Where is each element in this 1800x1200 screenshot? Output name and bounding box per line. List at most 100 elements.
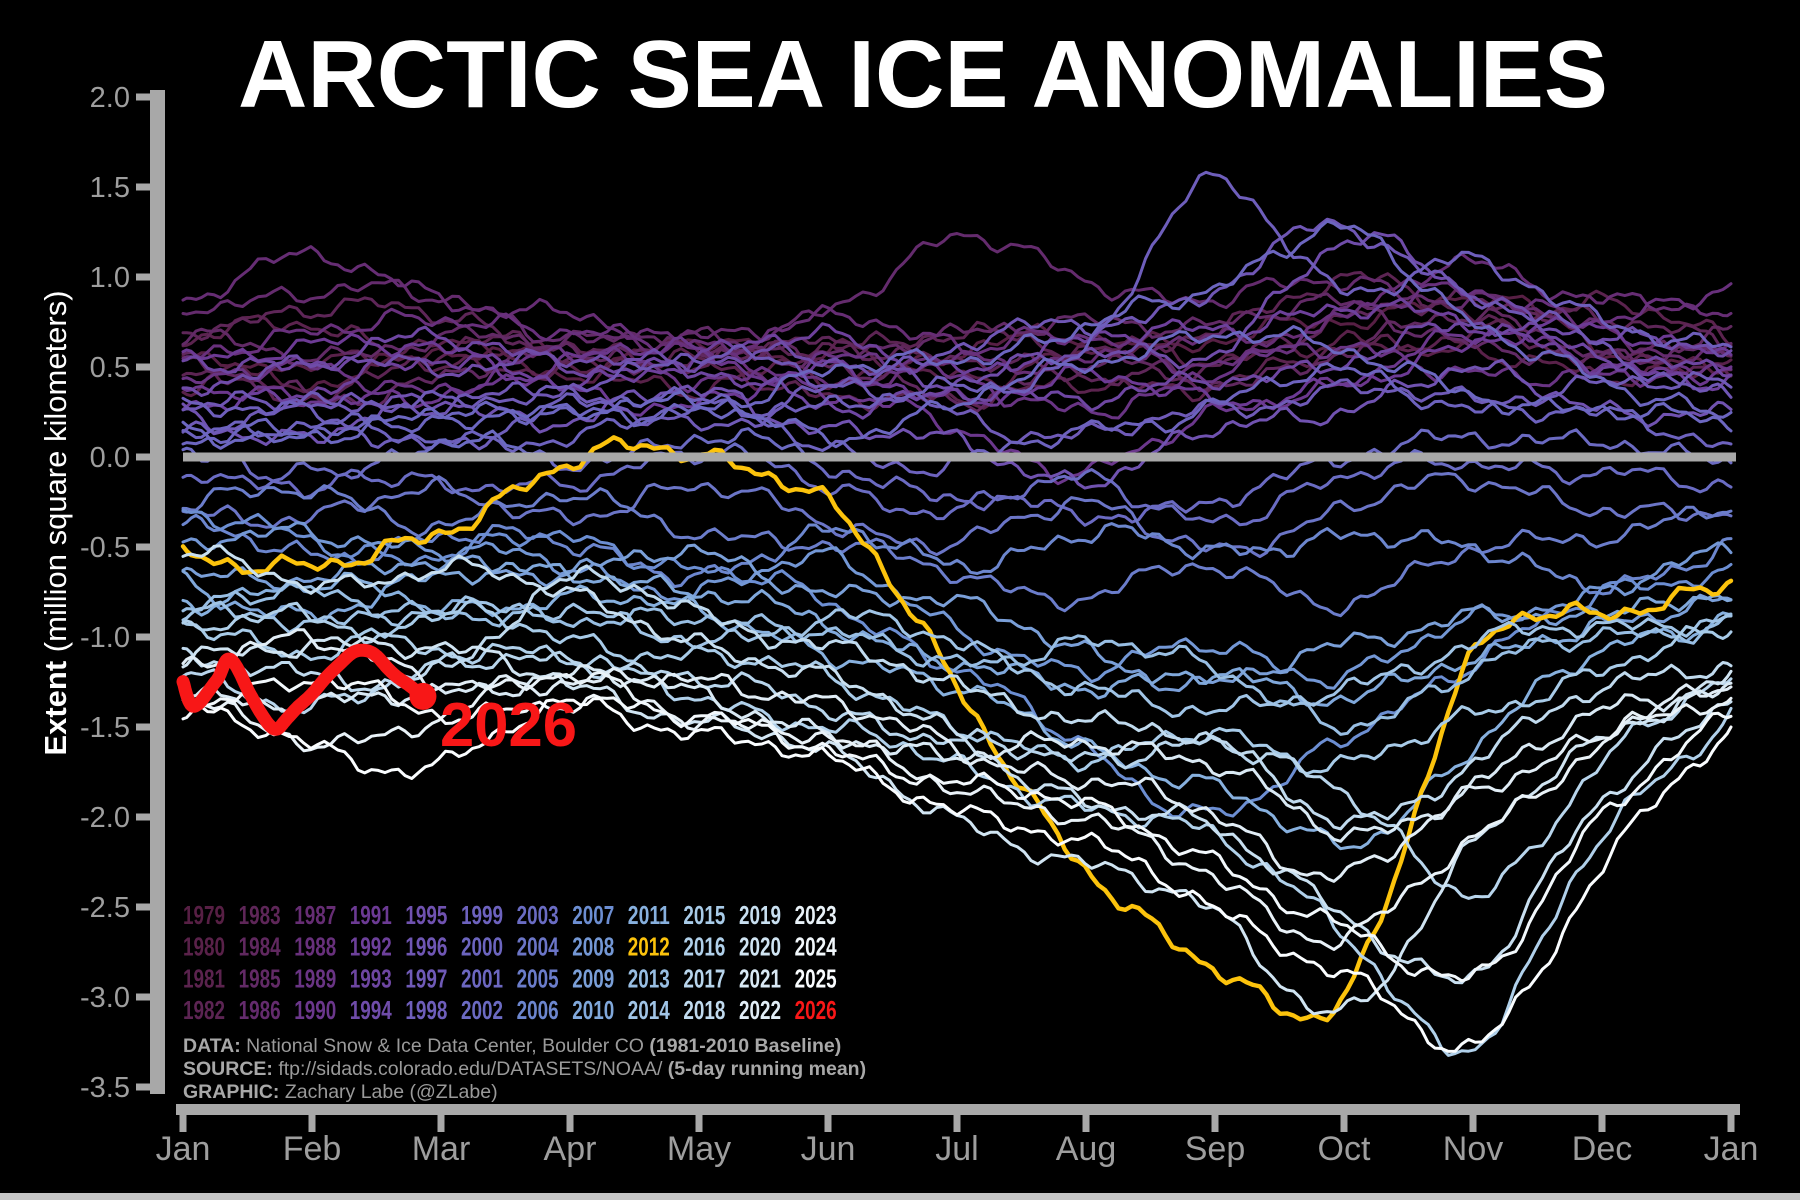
legend-year-1994: 1994 [350, 995, 392, 1025]
legend-year-1990: 1990 [294, 995, 336, 1025]
series-line-2025 [181, 697, 1733, 1053]
zero-baseline-layer [183, 452, 1736, 462]
legend-year-2008: 2008 [572, 932, 614, 962]
page-title: ARCTIC SEA ICE ANOMALIES [238, 21, 1608, 128]
series-line-2003 [181, 442, 1733, 527]
zero-baseline [183, 452, 1736, 462]
series-line-2000 [181, 219, 1733, 446]
x-axis-tick-label: Jul [935, 1130, 978, 1168]
y-axis-tick-label: -3.0 [80, 982, 130, 1014]
x-axis-tick-label: Jun [801, 1130, 856, 1168]
legend-year-2012: 2012 [628, 932, 670, 962]
x-axis-tick [437, 1115, 445, 1132]
x-axis-tick [1598, 1115, 1606, 1132]
x-axis-tick [566, 1115, 574, 1132]
y-axis-tick-label: 1.5 [90, 172, 130, 204]
legend-year-2024: 2024 [795, 932, 837, 962]
legend-year-1988: 1988 [294, 932, 336, 962]
y-axis-tick-label: 2.0 [90, 82, 130, 114]
legend-year-1986: 1986 [239, 995, 281, 1025]
y-axis-tick [136, 93, 151, 101]
legend-year-2017: 2017 [683, 963, 725, 993]
y-axis-tick [136, 813, 151, 821]
legend-year-1987: 1987 [294, 900, 336, 930]
legend-year-1985: 1985 [239, 963, 281, 993]
x-axis-spine [176, 1104, 1740, 1115]
y-axis-tick-label: -1.5 [80, 712, 130, 744]
y-axis-tick [136, 903, 151, 911]
legend-year-1992: 1992 [350, 932, 392, 962]
y-axis-tick [136, 633, 151, 641]
y-axis-spine [150, 90, 165, 1094]
x-axis-tick-label: Sep [1185, 1130, 1246, 1168]
credit-source-label: SOURCE: [183, 1058, 273, 1080]
series-line-2001 [181, 325, 1733, 450]
legend-year-2006: 2006 [517, 995, 559, 1025]
x-axis-tick-label: Aug [1056, 1130, 1117, 1168]
series-line-2006 [181, 513, 1733, 596]
footer-strip [0, 1193, 1800, 1200]
legend-year-2009: 2009 [572, 963, 614, 993]
legend-year-1989: 1989 [294, 963, 336, 993]
y-axis-tick-label: 0.0 [90, 442, 130, 474]
series-line-2022 [181, 628, 1733, 883]
x-axis-tick [308, 1115, 316, 1132]
x-axis-tick-label: Feb [283, 1130, 342, 1168]
x-axis-tick [1727, 1115, 1735, 1132]
credit-source-text: ftp://sidads.colorado.edu/DATASETS/NOAA/ [273, 1058, 668, 1080]
legend-year-2015: 2015 [683, 900, 725, 930]
credit-source-line: SOURCE: ftp://sidads.colorado.edu/DATASE… [183, 1058, 866, 1080]
legend-year-2002: 2002 [461, 995, 503, 1025]
series-line-1985 [181, 292, 1733, 369]
y-axis-tick-label: -3.5 [80, 1072, 130, 1104]
legend-year-1998: 1998 [405, 995, 447, 1025]
series-line-2021 [181, 664, 1733, 843]
series-line-2007 [181, 508, 1733, 819]
y-axis-tick-label: -2.0 [80, 802, 130, 834]
credit-data-line: DATA: National Snow & Ice Data Center, B… [183, 1035, 841, 1057]
credit-source-suffix: (5-day running mean) [668, 1058, 866, 1080]
y-axis-title-rest: (million square kilometers) [38, 290, 73, 660]
series-line-1988 [181, 281, 1733, 388]
y-axis-tick-label: -2.5 [80, 892, 130, 924]
y-axis-tick [136, 363, 151, 371]
credit-data-label: DATA: [183, 1035, 241, 1057]
series-line-2018 [181, 564, 1733, 831]
series-line-1984 [181, 307, 1733, 413]
y-axis-tick [136, 1083, 151, 1091]
legend-year-2014: 2014 [628, 995, 670, 1025]
legend-year-2025: 2025 [795, 963, 837, 993]
series-line-1986 [181, 232, 1733, 363]
legend-year-2018: 2018 [683, 995, 725, 1025]
series-line-1997 [181, 370, 1733, 445]
credit-data-suffix: (1981-2010 Baseline) [649, 1035, 841, 1057]
legend-year-1997: 1997 [405, 963, 447, 993]
credit-data-text: National Snow & Ice Data Center, Boulder… [241, 1035, 650, 1057]
series-lines-layer [176, 170, 1734, 1057]
x-axis-tick [179, 1115, 187, 1132]
y-axis-title-bold: Extent [38, 661, 73, 756]
y-axis-tick [136, 453, 151, 461]
series-line-1989 [181, 341, 1733, 420]
legend-year-2016: 2016 [683, 932, 725, 962]
x-axis-tick-label: Mar [412, 1130, 471, 1168]
legend-year-2026: 2026 [795, 995, 837, 1025]
x-axis-tick-label: Dec [1572, 1130, 1632, 1168]
series-line-2014 [181, 595, 1733, 718]
series-line-2008 [181, 521, 1733, 690]
series-2026-end-dot [409, 682, 437, 710]
credit-graphic-text: Zachary Labe (@ZLabe) [279, 1081, 497, 1103]
axes-layer [136, 90, 1740, 1132]
x-axis-tick-label: Jan [156, 1130, 211, 1168]
x-axis-tick [1211, 1115, 1219, 1132]
x-axis-tick [953, 1115, 961, 1132]
series-line-1992 [181, 297, 1733, 412]
x-axis-tick-label: Apr [544, 1130, 597, 1168]
legend-year-1983: 1983 [239, 900, 281, 930]
y-axis-tick [136, 543, 151, 551]
legend-year-1980: 1980 [183, 932, 225, 962]
x-axis-tick-label: Jan [1704, 1130, 1759, 1168]
legend-year-1991: 1991 [350, 900, 392, 930]
series-line-2004 [181, 472, 1733, 559]
